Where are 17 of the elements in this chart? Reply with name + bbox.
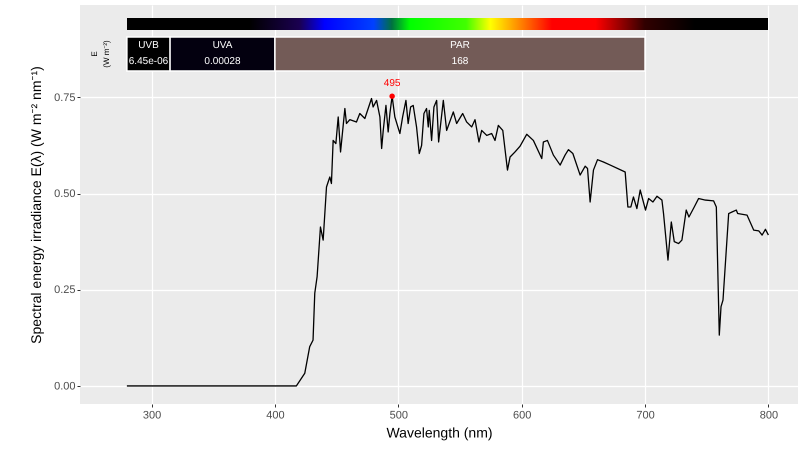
y-axis-title: Spectral energy irradiance E(λ) (W m⁻² nm⁻¹) xyxy=(28,66,44,344)
annotation: E (W m⁻²) xyxy=(90,40,111,68)
x-axis-title: Wavelength (nm) xyxy=(386,424,493,440)
x-tick-label: 800 xyxy=(760,410,778,422)
x-tick-label: 400 xyxy=(266,410,285,422)
band-label: PAR 168 xyxy=(450,40,470,67)
x-tick-label: 600 xyxy=(512,410,532,422)
band-label: UVA 0.00028 xyxy=(204,40,241,67)
band-label: UVB 6.45e-06 xyxy=(128,40,169,67)
y-tick-label: 0.25 xyxy=(54,284,76,296)
y-tick-label: 0.00 xyxy=(54,380,76,392)
x-tick-label: 700 xyxy=(636,410,655,422)
y-tick-label: 0.50 xyxy=(54,188,76,200)
y-tick-label: 0.75 xyxy=(54,92,76,104)
annotation: 495 xyxy=(384,78,401,90)
x-tick-label: 300 xyxy=(142,410,162,422)
x-tick-label: 500 xyxy=(390,410,408,422)
